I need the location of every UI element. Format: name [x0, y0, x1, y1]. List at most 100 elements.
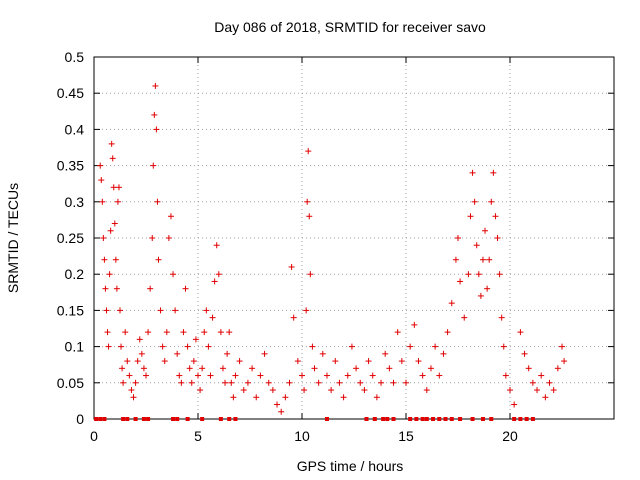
data-point	[274, 401, 281, 408]
zero-data-point	[171, 417, 176, 421]
data-point	[203, 307, 210, 314]
data-point	[386, 365, 393, 372]
data-point	[554, 365, 561, 372]
data-marks	[94, 82, 568, 421]
data-point	[498, 314, 505, 321]
data-point	[188, 379, 195, 386]
data-point	[286, 379, 293, 386]
data-point	[261, 350, 268, 357]
data-point	[403, 379, 409, 386]
y-tick-label: 0.25	[57, 230, 84, 246]
zero-data-point	[185, 417, 190, 421]
data-point	[209, 314, 216, 321]
data-point	[357, 379, 364, 386]
data-point	[278, 408, 285, 415]
data-point	[119, 365, 126, 372]
data-point	[448, 300, 455, 307]
data-point	[398, 358, 405, 365]
data-point	[294, 358, 301, 365]
zero-data-point	[324, 417, 329, 421]
data-point	[128, 387, 135, 394]
data-point	[132, 379, 139, 386]
data-point	[105, 343, 112, 350]
data-point	[172, 307, 179, 314]
data-point	[484, 285, 491, 292]
data-point	[490, 169, 497, 176]
data-point	[494, 235, 501, 241]
data-point	[517, 329, 524, 336]
data-point	[244, 379, 251, 386]
data-point	[230, 394, 237, 401]
zero-data-point	[530, 417, 535, 421]
data-point	[444, 329, 451, 336]
zero-data-point	[480, 417, 485, 421]
chart-title: Day 086 of 2018, SRMTID for receiver sav…	[214, 19, 486, 35]
data-point	[99, 198, 106, 205]
data-point	[155, 256, 162, 263]
data-point	[473, 242, 480, 249]
data-point	[217, 329, 224, 336]
zero-data-point	[94, 417, 99, 421]
y-tick-label: 0.5	[65, 49, 85, 65]
data-point	[115, 184, 122, 191]
data-point	[348, 343, 355, 350]
data-point	[130, 394, 137, 401]
data-point	[319, 350, 326, 357]
data-point	[394, 329, 401, 336]
data-point	[163, 329, 170, 336]
zero-data-point	[121, 417, 126, 421]
data-point	[390, 379, 397, 386]
data-point	[107, 227, 114, 234]
zero-data-point	[98, 417, 103, 421]
data-point	[542, 394, 549, 401]
data-point	[550, 387, 557, 394]
data-point	[222, 379, 229, 386]
zero-data-point	[141, 417, 146, 421]
data-point	[529, 379, 536, 386]
data-point	[103, 307, 110, 314]
data-point	[488, 198, 495, 205]
data-point	[138, 350, 145, 357]
data-point	[147, 285, 154, 292]
data-point	[427, 365, 434, 372]
data-point	[205, 343, 212, 350]
data-point	[465, 271, 472, 278]
y-tick-label: 0.1	[65, 339, 85, 355]
data-point	[471, 198, 478, 205]
data-point	[303, 307, 310, 314]
data-point	[126, 372, 133, 379]
data-point	[184, 343, 191, 350]
data-point	[114, 198, 121, 205]
zero-data-point	[437, 417, 442, 421]
data-point	[344, 372, 351, 379]
data-point	[112, 256, 119, 263]
data-point	[201, 329, 208, 336]
data-point	[257, 372, 264, 379]
y-tick-label: 0.35	[57, 158, 84, 174]
data-point	[153, 126, 160, 133]
data-point	[452, 256, 459, 263]
data-point	[288, 263, 295, 270]
data-point	[149, 235, 156, 241]
x-axis-label: GPS time / hours	[297, 458, 404, 474]
data-point	[157, 307, 164, 314]
data-point	[213, 242, 220, 249]
data-point	[521, 350, 528, 357]
data-point	[496, 271, 503, 278]
zero-data-point	[449, 417, 454, 421]
zero-data-point	[414, 417, 419, 421]
data-point	[134, 358, 141, 365]
data-point	[136, 336, 143, 343]
zero-data-point	[443, 417, 448, 421]
data-point	[440, 350, 447, 357]
data-point	[378, 379, 385, 386]
data-point	[224, 350, 231, 357]
data-point	[167, 213, 174, 220]
data-point	[269, 387, 276, 394]
data-point	[455, 235, 461, 241]
data-point	[538, 372, 545, 379]
zero-data-point	[489, 417, 494, 421]
x-axis: 0 5 10 15 20	[90, 57, 518, 444]
data-point	[98, 177, 105, 184]
